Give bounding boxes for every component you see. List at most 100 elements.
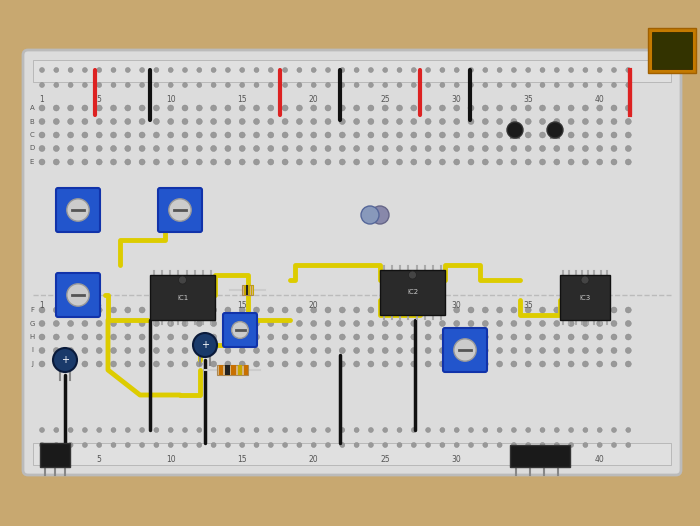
Circle shape bbox=[225, 361, 231, 367]
Circle shape bbox=[182, 118, 188, 125]
Circle shape bbox=[540, 118, 545, 125]
Circle shape bbox=[382, 132, 389, 138]
Circle shape bbox=[139, 307, 145, 313]
Circle shape bbox=[178, 276, 186, 284]
Circle shape bbox=[182, 348, 188, 353]
Circle shape bbox=[325, 334, 331, 340]
Circle shape bbox=[625, 105, 631, 111]
Circle shape bbox=[311, 361, 316, 367]
Bar bbox=[33, 443, 671, 465]
Circle shape bbox=[526, 428, 531, 432]
Circle shape bbox=[625, 132, 631, 138]
Circle shape bbox=[96, 105, 102, 111]
Text: 10: 10 bbox=[166, 96, 176, 105]
Circle shape bbox=[340, 442, 345, 448]
Circle shape bbox=[540, 105, 545, 111]
Circle shape bbox=[154, 67, 159, 73]
Circle shape bbox=[412, 83, 416, 87]
Circle shape bbox=[53, 320, 60, 327]
Circle shape bbox=[482, 334, 489, 340]
Circle shape bbox=[296, 146, 302, 151]
Circle shape bbox=[39, 132, 45, 138]
Circle shape bbox=[82, 118, 88, 125]
Circle shape bbox=[382, 307, 389, 313]
Circle shape bbox=[368, 132, 374, 138]
Bar bbox=[510, 445, 570, 467]
Circle shape bbox=[211, 132, 216, 138]
Circle shape bbox=[511, 334, 517, 340]
Circle shape bbox=[440, 146, 445, 151]
Circle shape bbox=[54, 428, 59, 432]
Circle shape bbox=[626, 67, 631, 73]
Circle shape bbox=[97, 67, 102, 73]
Circle shape bbox=[368, 307, 374, 313]
Circle shape bbox=[526, 67, 531, 73]
Circle shape bbox=[39, 118, 45, 125]
Text: +: + bbox=[201, 340, 209, 350]
Circle shape bbox=[411, 361, 416, 367]
Circle shape bbox=[254, 442, 259, 448]
Circle shape bbox=[454, 132, 460, 138]
Circle shape bbox=[82, 146, 88, 151]
Circle shape bbox=[468, 132, 474, 138]
Circle shape bbox=[596, 320, 603, 327]
Circle shape bbox=[440, 67, 445, 73]
Circle shape bbox=[368, 159, 374, 165]
Circle shape bbox=[268, 334, 274, 340]
Circle shape bbox=[296, 348, 302, 353]
Circle shape bbox=[182, 307, 188, 313]
Circle shape bbox=[196, 146, 202, 151]
Circle shape bbox=[411, 118, 416, 125]
Circle shape bbox=[154, 428, 159, 432]
Text: 1: 1 bbox=[40, 300, 44, 309]
Circle shape bbox=[125, 348, 131, 353]
Circle shape bbox=[482, 159, 489, 165]
Circle shape bbox=[54, 83, 59, 87]
Circle shape bbox=[382, 320, 389, 327]
Circle shape bbox=[311, 320, 316, 327]
Circle shape bbox=[454, 334, 460, 340]
Circle shape bbox=[53, 334, 60, 340]
Circle shape bbox=[625, 159, 631, 165]
Circle shape bbox=[325, 132, 331, 138]
FancyBboxPatch shape bbox=[56, 188, 100, 232]
Circle shape bbox=[361, 206, 379, 224]
Circle shape bbox=[511, 307, 517, 313]
Circle shape bbox=[596, 307, 603, 313]
Circle shape bbox=[253, 320, 260, 327]
Circle shape bbox=[426, 442, 430, 448]
Circle shape bbox=[139, 67, 145, 73]
Circle shape bbox=[225, 146, 231, 151]
Circle shape bbox=[371, 206, 389, 224]
Circle shape bbox=[625, 307, 631, 313]
Circle shape bbox=[496, 159, 503, 165]
Circle shape bbox=[82, 132, 88, 138]
Circle shape bbox=[182, 146, 188, 151]
Circle shape bbox=[182, 320, 188, 327]
Circle shape bbox=[97, 428, 102, 432]
Text: A: A bbox=[29, 105, 34, 111]
Circle shape bbox=[225, 442, 230, 448]
Text: H: H bbox=[29, 334, 34, 340]
Circle shape bbox=[540, 428, 545, 432]
Circle shape bbox=[540, 67, 545, 73]
Circle shape bbox=[547, 447, 563, 463]
Text: 40: 40 bbox=[595, 456, 605, 464]
Text: E: E bbox=[30, 159, 34, 165]
Circle shape bbox=[425, 348, 431, 353]
Circle shape bbox=[111, 132, 116, 138]
Circle shape bbox=[111, 105, 116, 111]
Circle shape bbox=[582, 307, 589, 313]
Bar bbox=[253, 285, 254, 295]
Circle shape bbox=[39, 320, 45, 327]
Circle shape bbox=[409, 271, 416, 279]
Circle shape bbox=[425, 320, 431, 327]
Circle shape bbox=[53, 105, 60, 111]
Circle shape bbox=[611, 348, 617, 353]
Text: 25: 25 bbox=[380, 96, 390, 105]
Circle shape bbox=[39, 428, 45, 432]
Circle shape bbox=[611, 361, 617, 367]
Circle shape bbox=[554, 334, 560, 340]
Circle shape bbox=[111, 334, 116, 340]
Circle shape bbox=[581, 276, 589, 284]
